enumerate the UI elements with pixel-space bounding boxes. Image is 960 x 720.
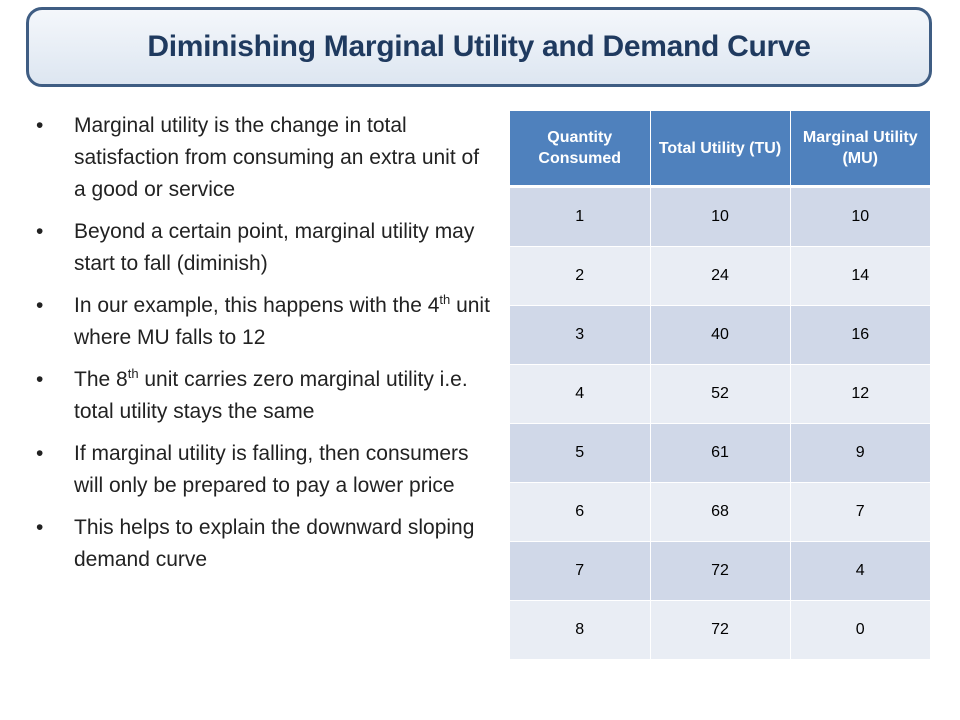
bullet-text: Beyond a certain point, marginal utility… xyxy=(74,220,475,275)
bullet-text: This helps to explain the downward slopi… xyxy=(74,516,475,571)
bullet-item: • If marginal utility is falling, then c… xyxy=(30,438,490,502)
table-row: 8 72 0 xyxy=(510,600,930,660)
bullet-dot-icon: • xyxy=(36,516,44,539)
cell-quantity: 8 xyxy=(510,600,651,660)
cell-marginal-utility: 9 xyxy=(790,423,930,483)
cell-total-utility: 68 xyxy=(650,482,791,542)
bullet-dot-icon: • xyxy=(36,294,44,317)
bullet-text: Marginal utility is the change in total … xyxy=(74,114,480,201)
bullet-text-after: unit where MU falls to 12 xyxy=(74,294,490,349)
cell-quantity: 1 xyxy=(510,186,651,247)
bullet-superscript: th xyxy=(439,292,451,307)
header-marginal-utility: Marginal Utility (MU) xyxy=(790,111,930,188)
header-total-utility: Total Utility (TU) xyxy=(650,111,791,188)
cell-total-utility: 40 xyxy=(650,305,791,365)
header-quantity: Quantity Consumed xyxy=(510,111,651,188)
table-row: 6 68 7 xyxy=(510,482,930,542)
bullet-dot-icon: • xyxy=(36,220,44,243)
bullet-text-after: unit carries zero marginal utility i.e. … xyxy=(74,368,468,423)
bullet-item: • This helps to explain the downward slo… xyxy=(30,512,490,576)
slide-title: Diminishing Marginal Utility and Demand … xyxy=(147,30,811,63)
table-row: 4 52 12 xyxy=(510,364,930,424)
table-row: 5 61 9 xyxy=(510,423,930,483)
cell-marginal-utility: 10 xyxy=(790,186,930,247)
bullet-dot-icon: • xyxy=(36,442,44,465)
cell-total-utility: 72 xyxy=(650,600,791,660)
cell-quantity: 3 xyxy=(510,305,651,365)
cell-quantity: 4 xyxy=(510,364,651,424)
bullet-list: • Marginal utility is the change in tota… xyxy=(30,110,490,586)
cell-marginal-utility: 12 xyxy=(790,364,930,424)
cell-quantity: 6 xyxy=(510,482,651,542)
table-row: 2 24 14 xyxy=(510,246,930,306)
table-header-row: Quantity Consumed Total Utility (TU) Mar… xyxy=(510,111,930,188)
cell-quantity: 2 xyxy=(510,246,651,306)
cell-total-utility: 61 xyxy=(650,423,791,483)
bullet-dot-icon: • xyxy=(36,368,44,391)
bullet-text: If marginal utility is falling, then con… xyxy=(74,442,469,497)
cell-quantity: 7 xyxy=(510,541,651,601)
table-row: 3 40 16 xyxy=(510,305,930,365)
cell-total-utility: 72 xyxy=(650,541,791,601)
bullet-text-before: The 8 xyxy=(74,368,128,391)
bullet-text-before: In our example, this happens with the 4 xyxy=(74,294,440,317)
bullet-item: • In our example, this happens with the … xyxy=(30,290,490,354)
cell-total-utility: 52 xyxy=(650,364,791,424)
bullet-dot-icon: • xyxy=(36,114,44,137)
cell-total-utility: 10 xyxy=(650,186,791,247)
cell-marginal-utility: 16 xyxy=(790,305,930,365)
bullet-item: • Marginal utility is the change in tota… xyxy=(30,110,490,206)
cell-marginal-utility: 0 xyxy=(790,600,930,660)
bullet-superscript: th xyxy=(127,366,139,381)
bullet-item: • The 8th unit carries zero marginal uti… xyxy=(30,364,490,428)
title-box: Diminishing Marginal Utility and Demand … xyxy=(26,7,932,87)
bullet-item: • Beyond a certain point, marginal utili… xyxy=(30,216,490,280)
cell-marginal-utility: 14 xyxy=(790,246,930,306)
cell-marginal-utility: 4 xyxy=(790,541,930,601)
cell-quantity: 5 xyxy=(510,423,651,483)
table-row: 7 72 4 xyxy=(510,541,930,601)
utility-table: Quantity Consumed Total Utility (TU) Mar… xyxy=(510,111,930,660)
cell-marginal-utility: 7 xyxy=(790,482,930,542)
cell-total-utility: 24 xyxy=(650,246,791,306)
table-row: 1 10 10 xyxy=(510,186,930,247)
